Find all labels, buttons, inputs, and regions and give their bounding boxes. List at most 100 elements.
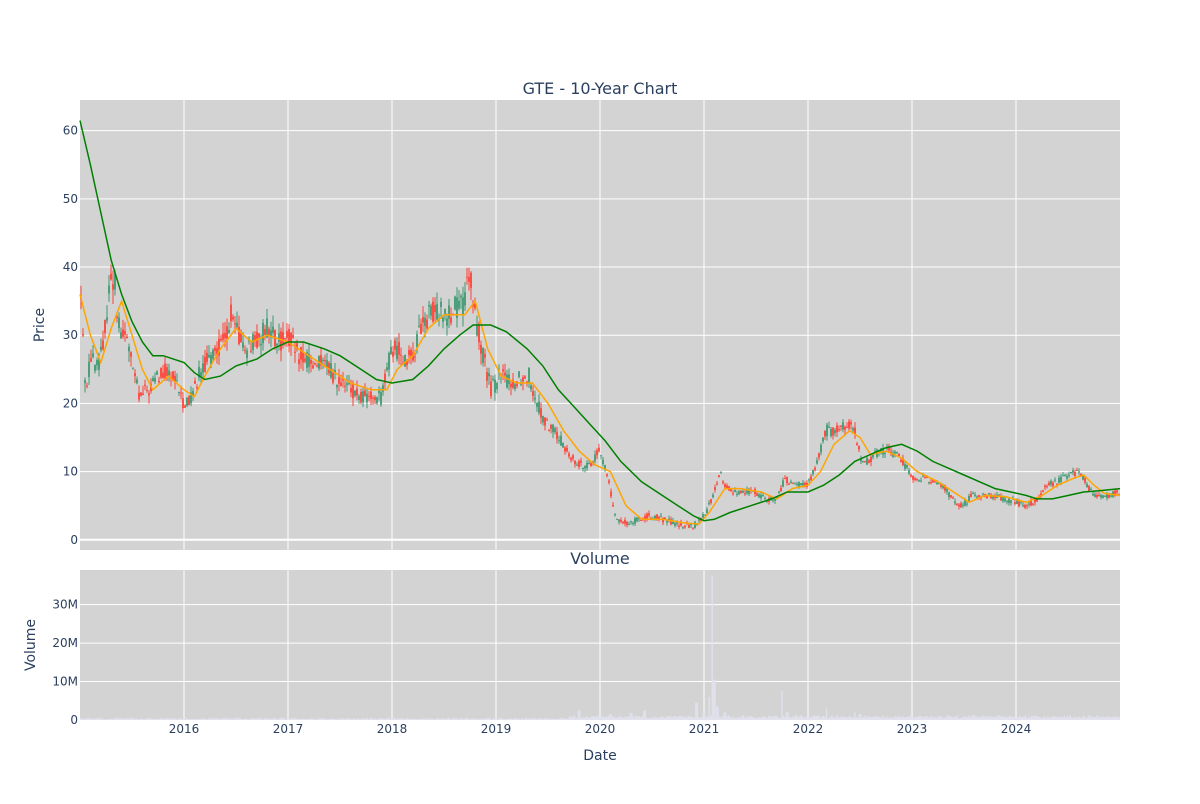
- volume-bar: [197, 719, 199, 720]
- price-y-axis-title: Price: [32, 308, 48, 342]
- price-candle-body: [994, 496, 996, 499]
- x-tick-label: 2018: [377, 722, 408, 736]
- volume-bar: [764, 716, 767, 720]
- volume-bar: [868, 716, 871, 720]
- price-candle-body: [628, 524, 630, 526]
- volume-bar: [877, 716, 880, 720]
- price-candle-body: [402, 362, 404, 364]
- price-candle-body: [596, 450, 598, 456]
- volume-bar: [1036, 716, 1039, 720]
- volume-bar: [390, 719, 392, 720]
- volume-bar: [117, 718, 119, 720]
- volume-bar: [84, 718, 86, 720]
- price-candle-body: [1092, 493, 1094, 496]
- price-candle-body: [580, 460, 582, 463]
- volume-bar: [715, 706, 718, 720]
- volume-bar: [947, 715, 950, 720]
- x-tick-label: 2021: [689, 722, 720, 736]
- volume-bar: [192, 718, 195, 720]
- price-candle-body: [1078, 471, 1080, 473]
- price-candle-body: [944, 485, 946, 491]
- volume-bar: [310, 718, 312, 720]
- volume-bar: [121, 718, 124, 720]
- price-candle-body: [720, 472, 722, 474]
- price-candle-body: [796, 484, 798, 486]
- volume-bar: [1057, 717, 1060, 720]
- volume-bar: [610, 714, 612, 720]
- volume-bar: [791, 716, 794, 720]
- volume-bar: [470, 718, 473, 720]
- price-candle-body: [82, 334, 84, 336]
- volume-bar: [727, 715, 730, 720]
- volume-bar: [717, 706, 719, 720]
- price-candle-body: [650, 517, 652, 519]
- volume-bar: [265, 718, 268, 720]
- volume-bar: [681, 716, 684, 720]
- volume-bar: [650, 717, 652, 720]
- volume-bar: [604, 717, 606, 720]
- price-candle-body: [912, 475, 914, 480]
- volume-bar: [949, 716, 951, 720]
- volume-bar: [1053, 715, 1055, 720]
- volume-bar: [842, 716, 844, 720]
- price-candle-body: [640, 519, 642, 521]
- volume-bar: [167, 717, 170, 720]
- price-candle-body: [684, 525, 686, 528]
- volume-bar: [675, 716, 678, 720]
- volume-bar: [288, 718, 290, 720]
- price-candle-body: [1024, 504, 1026, 508]
- volume-bar: [574, 717, 577, 720]
- price-candle-body: [306, 352, 308, 368]
- price-candle-body: [844, 426, 846, 430]
- volume-bar: [1072, 717, 1074, 720]
- volume-bar: [1032, 716, 1034, 720]
- price-candle-body: [338, 377, 340, 384]
- volume-bar: [836, 715, 838, 720]
- price-candle-body: [384, 373, 386, 383]
- volume-bar: [357, 718, 360, 720]
- volume-bar: [427, 718, 430, 720]
- volume-bar: [631, 713, 633, 720]
- volume-bar: [733, 718, 736, 720]
- volume-bar: [282, 717, 284, 720]
- price-candle-body: [946, 488, 948, 492]
- volume-bar: [793, 716, 795, 720]
- volume-bar: [619, 715, 621, 720]
- volume-bar: [744, 717, 746, 720]
- volume-bar: [876, 716, 878, 720]
- volume-bar: [1115, 717, 1117, 720]
- volume-bar: [995, 717, 997, 720]
- volume-bar: [687, 715, 690, 720]
- volume-bar: [637, 716, 639, 720]
- price-candle-body: [314, 363, 316, 365]
- volume-gridlines: [80, 570, 1120, 721]
- price-candle-body: [896, 452, 898, 454]
- price-candle-body: [918, 480, 920, 482]
- price-candle-body: [346, 383, 348, 385]
- ma-long-line: [79, 120, 1121, 522]
- volume-bar: [448, 717, 450, 720]
- volume-bar: [770, 716, 773, 720]
- volume-bar: [203, 718, 205, 720]
- price-candle-body: [716, 483, 718, 485]
- volume-bar: [782, 715, 785, 720]
- volume-bar: [415, 719, 418, 720]
- price-candle-body: [870, 456, 872, 462]
- price-candle-body: [598, 447, 600, 452]
- price-candle-body: [860, 458, 862, 462]
- price-candle-body: [246, 350, 248, 358]
- volume-bar: [371, 717, 373, 720]
- volume-bar: [479, 718, 482, 720]
- price-candle-body: [232, 316, 234, 320]
- volume-bar: [155, 719, 158, 720]
- price-candle-body: [756, 493, 758, 496]
- volume-bar: [516, 718, 519, 720]
- volume-bar: [485, 718, 488, 720]
- price-candle-body: [108, 285, 110, 294]
- price-candle-body: [656, 514, 658, 520]
- price-candle-body: [114, 272, 116, 290]
- price-candle-body: [450, 317, 452, 323]
- volume-bar: [222, 717, 225, 720]
- price-candle-body: [536, 402, 538, 407]
- volume-bar: [821, 716, 823, 720]
